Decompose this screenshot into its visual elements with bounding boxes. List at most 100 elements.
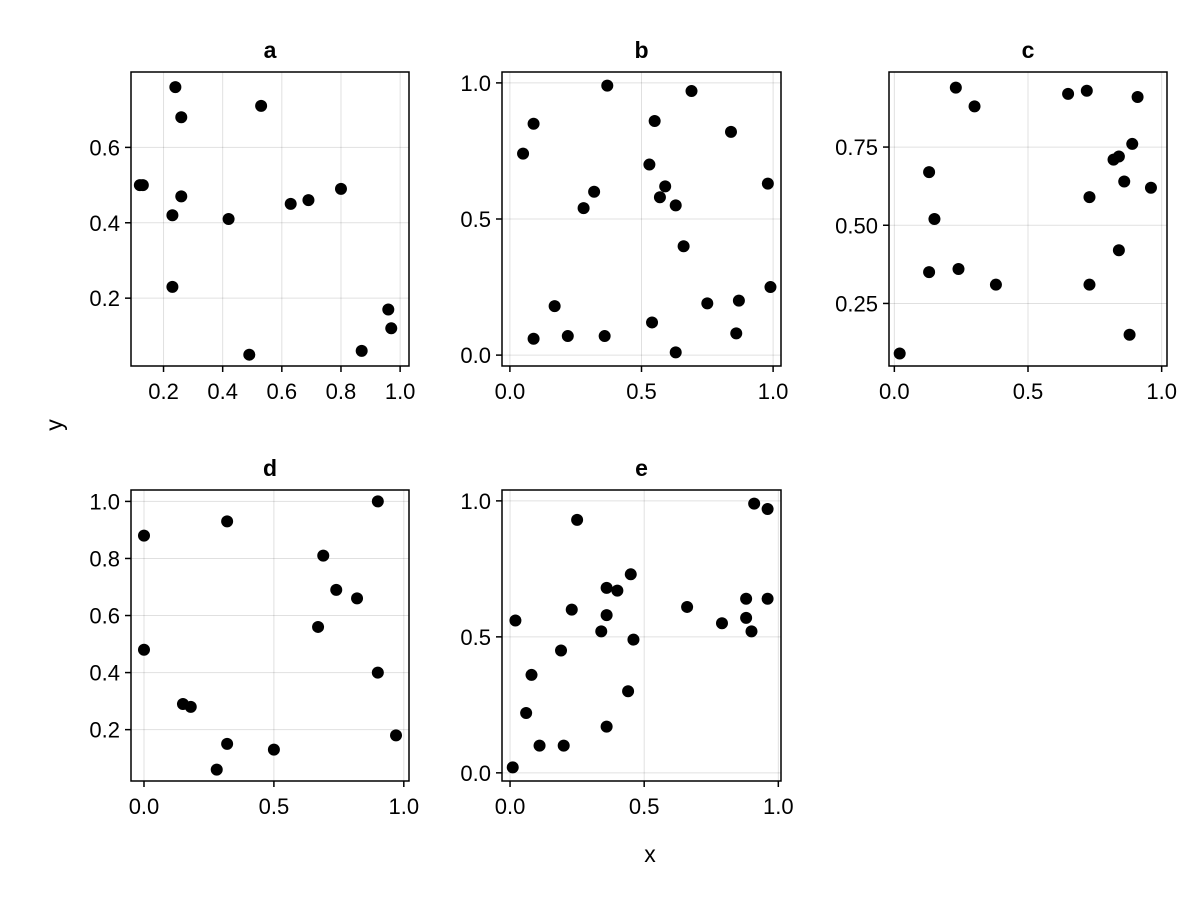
panel-c: 0.0 0.5 1.0 0.25 0.50 0.75 c — [835, 37, 1177, 404]
data-point — [210, 763, 223, 776]
data-point — [175, 190, 188, 203]
y-tick-label: 0.0 — [460, 761, 491, 786]
data-point — [330, 583, 343, 596]
data-point — [1112, 150, 1125, 163]
data-point — [222, 213, 235, 225]
data-point — [677, 240, 690, 253]
y-tick-label: 0.0 — [460, 343, 491, 368]
x-tick-label: 0.2 — [148, 379, 179, 404]
data-point — [137, 529, 150, 542]
data-point — [136, 179, 149, 192]
data-point — [653, 191, 666, 204]
data-point — [351, 592, 364, 605]
data-point — [949, 81, 962, 94]
data-point — [302, 194, 315, 207]
data-point — [611, 584, 624, 597]
x-tick-label: 0.5 — [629, 794, 660, 819]
y-tick-label: 0.2 — [89, 718, 120, 743]
data-point — [928, 213, 941, 225]
x-tick-label: 0.0 — [879, 379, 910, 404]
data-point — [732, 294, 745, 307]
data-point — [764, 281, 777, 294]
panels-group: 0.2 0.4 0.6 0.8 1.0 0.2 0.4 0.6 a 0.0 0.5 1.0 0.0 0.5… — [89, 37, 1177, 819]
data-point — [221, 515, 234, 528]
data-point — [701, 297, 714, 310]
y-tick-label: 0.8 — [89, 546, 120, 571]
data-point — [748, 497, 761, 510]
data-point — [555, 644, 568, 657]
data-point — [382, 303, 395, 316]
data-point — [355, 344, 368, 357]
data-point — [175, 111, 188, 124]
data-point — [334, 182, 347, 195]
x-tick-label: 0.8 — [326, 379, 357, 404]
panel-title: d — [263, 455, 277, 481]
data-point — [561, 330, 574, 343]
data-point — [952, 263, 965, 276]
data-point — [600, 720, 613, 733]
data-point — [527, 332, 540, 345]
data-point — [598, 330, 611, 343]
data-point — [571, 513, 584, 526]
data-point — [669, 346, 682, 359]
data-point — [527, 117, 540, 130]
plot-frame — [130, 489, 410, 782]
data-point — [730, 327, 743, 340]
x-axis-label: x — [644, 841, 656, 867]
panel-title: e — [635, 455, 648, 481]
data-point — [517, 147, 530, 160]
x-tick-label: 0.6 — [267, 379, 298, 404]
data-point — [1080, 84, 1093, 97]
x-tick-label: 0.4 — [207, 379, 238, 404]
data-point — [923, 166, 936, 179]
data-point — [565, 603, 578, 616]
data-point — [221, 737, 234, 750]
data-point — [740, 611, 753, 624]
y-tick-label: 0.4 — [89, 211, 120, 236]
data-point — [169, 81, 182, 94]
data-point — [557, 739, 570, 752]
data-point — [166, 209, 179, 222]
data-point — [745, 625, 758, 638]
y-tick-label: 1.0 — [460, 489, 491, 514]
plot-frame — [130, 71, 410, 367]
data-point — [968, 100, 981, 113]
data-point — [669, 199, 682, 212]
data-point — [740, 592, 753, 605]
y-tick-label: 0.2 — [89, 286, 120, 311]
x-tick-label: 1.0 — [385, 379, 416, 404]
x-tick-label: 1.0 — [389, 794, 420, 819]
y-tick-label: 0.4 — [89, 661, 120, 686]
data-point — [1083, 191, 1096, 204]
data-point — [715, 617, 728, 630]
panel-b: 0.0 0.5 1.0 0.0 0.5 1.0 b — [460, 37, 788, 404]
y-axis-label: y — [41, 419, 67, 431]
data-point — [761, 503, 774, 516]
y-tick-label: 0.75 — [835, 135, 878, 160]
data-point — [761, 592, 774, 605]
data-point — [1123, 328, 1136, 341]
data-point — [681, 600, 694, 613]
data-point — [601, 79, 614, 92]
data-point — [509, 614, 522, 627]
data-point — [267, 743, 280, 756]
panel-title: c — [1022, 37, 1035, 63]
data-point — [643, 158, 656, 171]
y-tick-label: 1.0 — [89, 489, 120, 514]
data-point — [627, 633, 640, 646]
data-point — [390, 729, 403, 742]
data-point — [685, 85, 698, 98]
data-point — [385, 322, 398, 335]
y-tick-label: 0.5 — [460, 625, 491, 650]
x-tick-label: 1.0 — [758, 379, 789, 404]
data-point — [1112, 244, 1125, 257]
data-point — [243, 348, 256, 361]
data-point — [166, 280, 179, 293]
data-point — [577, 202, 590, 215]
data-point — [600, 609, 613, 622]
y-tick-label: 0.6 — [89, 604, 120, 629]
x-tick-label: 1.0 — [763, 794, 794, 819]
x-tick-label: 0.0 — [495, 379, 526, 404]
data-point — [371, 666, 384, 679]
